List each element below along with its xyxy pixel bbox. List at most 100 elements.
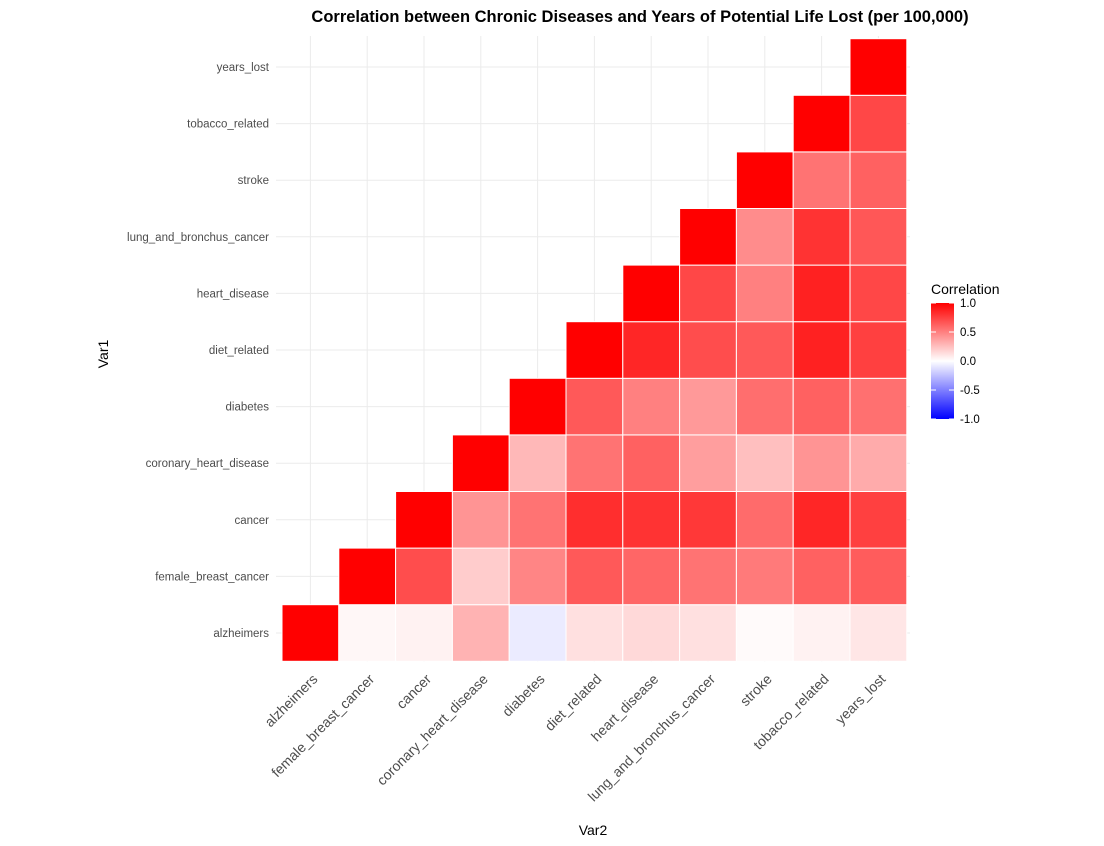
y-tick-label-heart_disease: heart_disease xyxy=(197,288,269,300)
heatmap-cell-coronary_heart_disease-stroke xyxy=(735,434,794,492)
heatmap-cell-lung_and_bronchus_cancer-tobacco_related xyxy=(792,208,851,266)
heatmap-cell-diabetes-tobacco_related xyxy=(792,377,851,436)
heatmap-cell-diabetes-lung_and_bronchus_cancer xyxy=(679,377,737,436)
x-tick-label-coronary_heart_disease: coronary_heart_disease xyxy=(373,671,491,789)
x-tick-label-alzheimers: alzheimers xyxy=(261,671,320,730)
heatmap-cell-alzheimers-alzheimers xyxy=(281,604,340,662)
heatmap-cell-diet_related-years_lost xyxy=(849,321,908,379)
heatmap-cell-lung_and_bronchus_cancer-years_lost xyxy=(849,208,908,266)
heatmap-cell-tobacco_related-years_lost xyxy=(849,94,908,153)
heatmap-cell-heart_disease-stroke xyxy=(735,264,794,323)
heatmap-cell-cancer-coronary_heart_disease xyxy=(451,491,510,549)
legend-tick-label: -0.5 xyxy=(960,385,980,397)
heatmap-cell-alzheimers-diet_related xyxy=(565,604,624,662)
heatmap-cell-female_breast_cancer-diabetes xyxy=(508,547,567,606)
legend: Correlation 1.0 0.5 0.0 -0.5 -1.0 xyxy=(931,281,999,426)
heatmap-cell-diabetes-diet_related xyxy=(565,377,624,436)
legend-tick-label: 0.0 xyxy=(960,356,976,368)
heatmap-cell-coronary_heart_disease-lung_and_bronchus_cancer xyxy=(679,434,737,492)
y-tick-label-cancer: cancer xyxy=(234,515,269,527)
heatmap-cell-female_breast_cancer-tobacco_related xyxy=(792,547,851,606)
heatmap-cell-cancer-diabetes xyxy=(508,491,567,549)
heatmap-cell-alzheimers-lung_and_bronchus_cancer xyxy=(679,604,737,662)
legend-tick-label: 1.0 xyxy=(960,298,976,310)
heatmap-cell-coronary_heart_disease-heart_disease xyxy=(622,434,681,492)
heatmap-cell-diet_related-heart_disease xyxy=(622,321,681,379)
x-tick-label-diabetes: diabetes xyxy=(499,671,548,720)
y-tick-label-coronary_heart_disease: coronary_heart_disease xyxy=(146,458,269,470)
heatmap-cell-cancer-lung_and_bronchus_cancer xyxy=(679,491,737,549)
heatmap-cell-female_breast_cancer-cancer xyxy=(395,547,453,606)
legend-title: Correlation xyxy=(931,281,999,297)
heatmap-cell-female_breast_cancer-lung_and_bronchus_cancer xyxy=(679,547,737,606)
x-tick-label-cancer: cancer xyxy=(393,671,434,712)
heatmap-cell-stroke-stroke xyxy=(735,151,794,209)
y-axis-title: Var1 xyxy=(95,340,111,369)
heatmap-cell-cancer-heart_disease xyxy=(622,491,681,549)
heatmap-cell-diabetes-stroke xyxy=(735,377,794,436)
heatmap-cell-alzheimers-cancer xyxy=(395,604,453,662)
heatmap-cell-cancer-cancer xyxy=(395,491,453,549)
heatmap-cell-tobacco_related-tobacco_related xyxy=(792,94,851,153)
heatmap-cell-diet_related-lung_and_bronchus_cancer xyxy=(679,321,737,379)
heatmap-cell-female_breast_cancer-female_breast_cancer xyxy=(338,547,397,606)
heatmap-cell-heart_disease-years_lost xyxy=(849,264,908,323)
heatmap-cell-cancer-diet_related xyxy=(565,491,624,549)
heatmap-cells xyxy=(281,38,908,662)
y-tick-label-years_lost: years_lost xyxy=(217,62,270,74)
x-tick-label-years_lost: years_lost xyxy=(832,671,889,728)
heatmap-cell-heart_disease-lung_and_bronchus_cancer xyxy=(679,264,737,323)
chart-title: Correlation between Chronic Diseases and… xyxy=(311,8,968,26)
heatmap-cell-female_breast_cancer-heart_disease xyxy=(622,547,681,606)
y-tick-label-diet_related: diet_related xyxy=(209,345,269,357)
heatmap-cell-diet_related-stroke xyxy=(735,321,794,379)
heatmap-cell-coronary_heart_disease-coronary_heart_disease xyxy=(451,434,510,492)
y-axis-ticks: alzheimers female_breast_cancer cancer coro… xyxy=(127,62,270,640)
x-axis-title: Var2 xyxy=(579,822,608,838)
legend-tick-label: 0.5 xyxy=(960,327,976,339)
y-tick-label-diabetes: diabetes xyxy=(226,402,270,414)
heatmap-cell-cancer-stroke xyxy=(735,491,794,549)
heatmap-cell-alzheimers-female_breast_cancer xyxy=(338,604,397,662)
heatmap-cell-lung_and_bronchus_cancer-lung_and_bronchus_cancer xyxy=(679,208,737,266)
heatmap-cell-alzheimers-tobacco_related xyxy=(792,604,851,662)
y-tick-label-alzheimers: alzheimers xyxy=(213,628,269,640)
heatmap-cell-coronary_heart_disease-tobacco_related xyxy=(792,434,851,492)
heatmap-cell-cancer-tobacco_related xyxy=(792,491,851,549)
heatmap-cell-female_breast_cancer-diet_related xyxy=(565,547,624,606)
heatmap-cell-coronary_heart_disease-diet_related xyxy=(565,434,624,492)
heatmap-cell-female_breast_cancer-years_lost xyxy=(849,547,908,606)
heatmap-cell-lung_and_bronchus_cancer-stroke xyxy=(735,208,794,266)
heatmap-cell-alzheimers-diabetes xyxy=(508,604,567,662)
y-tick-label-stroke: stroke xyxy=(238,175,269,187)
heatmap-cell-alzheimers-coronary_heart_disease xyxy=(451,604,510,662)
y-tick-label-lung_and_bronchus_cancer: lung_and_bronchus_cancer xyxy=(127,232,269,244)
heatmap-cell-female_breast_cancer-coronary_heart_disease xyxy=(451,547,510,606)
y-tick-label-tobacco_related: tobacco_related xyxy=(187,119,269,131)
y-tick-label-female_breast_cancer: female_breast_cancer xyxy=(155,571,269,583)
heatmap-cell-years_lost-years_lost xyxy=(849,38,908,96)
heatmap-cell-heart_disease-heart_disease xyxy=(622,264,681,323)
heatmap-cell-cancer-years_lost xyxy=(849,491,908,549)
heatmap-cell-diet_related-diet_related xyxy=(565,321,624,379)
heatmap-cell-diet_related-tobacco_related xyxy=(792,321,851,379)
heatmap-cell-diabetes-diabetes xyxy=(508,377,567,436)
heatmap-cell-coronary_heart_disease-years_lost xyxy=(849,434,908,492)
heatmap-cell-alzheimers-years_lost xyxy=(849,604,908,662)
legend-tick-label: -1.0 xyxy=(960,414,980,426)
heatmap-cell-heart_disease-tobacco_related xyxy=(792,264,851,323)
heatmap-cell-female_breast_cancer-stroke xyxy=(735,547,794,606)
x-tick-label-female_breast_cancer: female_breast_cancer xyxy=(268,671,378,781)
legend-colorbar xyxy=(931,303,954,419)
heatmap-cell-stroke-tobacco_related xyxy=(792,151,851,209)
x-tick-label-stroke: stroke xyxy=(737,671,775,709)
heatmap-cell-alzheimers-stroke xyxy=(735,604,794,662)
heatmap-cell-stroke-years_lost xyxy=(849,151,908,209)
heatmap-cell-coronary_heart_disease-diabetes xyxy=(508,434,567,492)
heatmap-cell-diabetes-heart_disease xyxy=(622,377,681,436)
legend-ticks: 1.0 0.5 0.0 -0.5 -1.0 xyxy=(931,298,980,426)
heatmap-cell-diabetes-years_lost xyxy=(849,377,908,436)
heatmap-cell-alzheimers-heart_disease xyxy=(622,604,681,662)
